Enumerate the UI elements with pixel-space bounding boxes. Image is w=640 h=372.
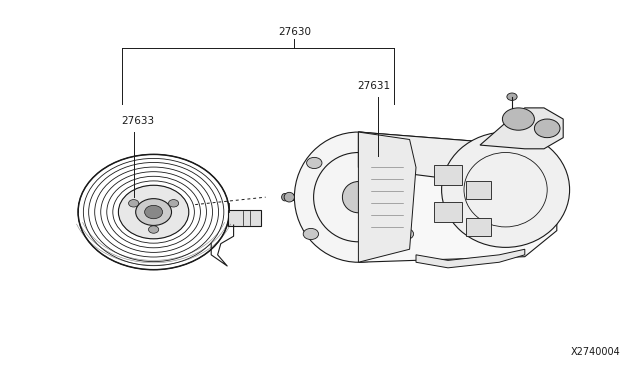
Polygon shape [480,108,563,149]
Ellipse shape [507,93,517,100]
Ellipse shape [118,185,189,239]
Polygon shape [358,132,557,262]
Ellipse shape [303,228,319,240]
Ellipse shape [294,132,422,262]
Text: 27630: 27630 [278,27,311,37]
Ellipse shape [129,199,139,207]
Ellipse shape [342,182,374,213]
Text: X2740004: X2740004 [571,347,621,357]
FancyBboxPatch shape [466,218,491,236]
Ellipse shape [145,205,163,219]
Ellipse shape [282,193,288,201]
FancyBboxPatch shape [434,165,462,185]
FancyBboxPatch shape [466,181,491,199]
FancyBboxPatch shape [434,202,462,222]
Ellipse shape [148,226,159,233]
Ellipse shape [395,157,410,169]
Ellipse shape [398,228,413,240]
Ellipse shape [502,108,534,130]
Ellipse shape [168,199,179,207]
Ellipse shape [534,119,560,138]
Text: 27633: 27633 [122,116,155,126]
Polygon shape [358,132,557,186]
FancyBboxPatch shape [228,210,261,226]
Text: 27631: 27631 [357,81,390,91]
Ellipse shape [136,199,172,225]
Ellipse shape [284,192,294,202]
Ellipse shape [307,157,322,169]
Polygon shape [416,249,525,268]
Polygon shape [285,194,294,200]
Ellipse shape [442,132,570,247]
Polygon shape [358,132,416,262]
